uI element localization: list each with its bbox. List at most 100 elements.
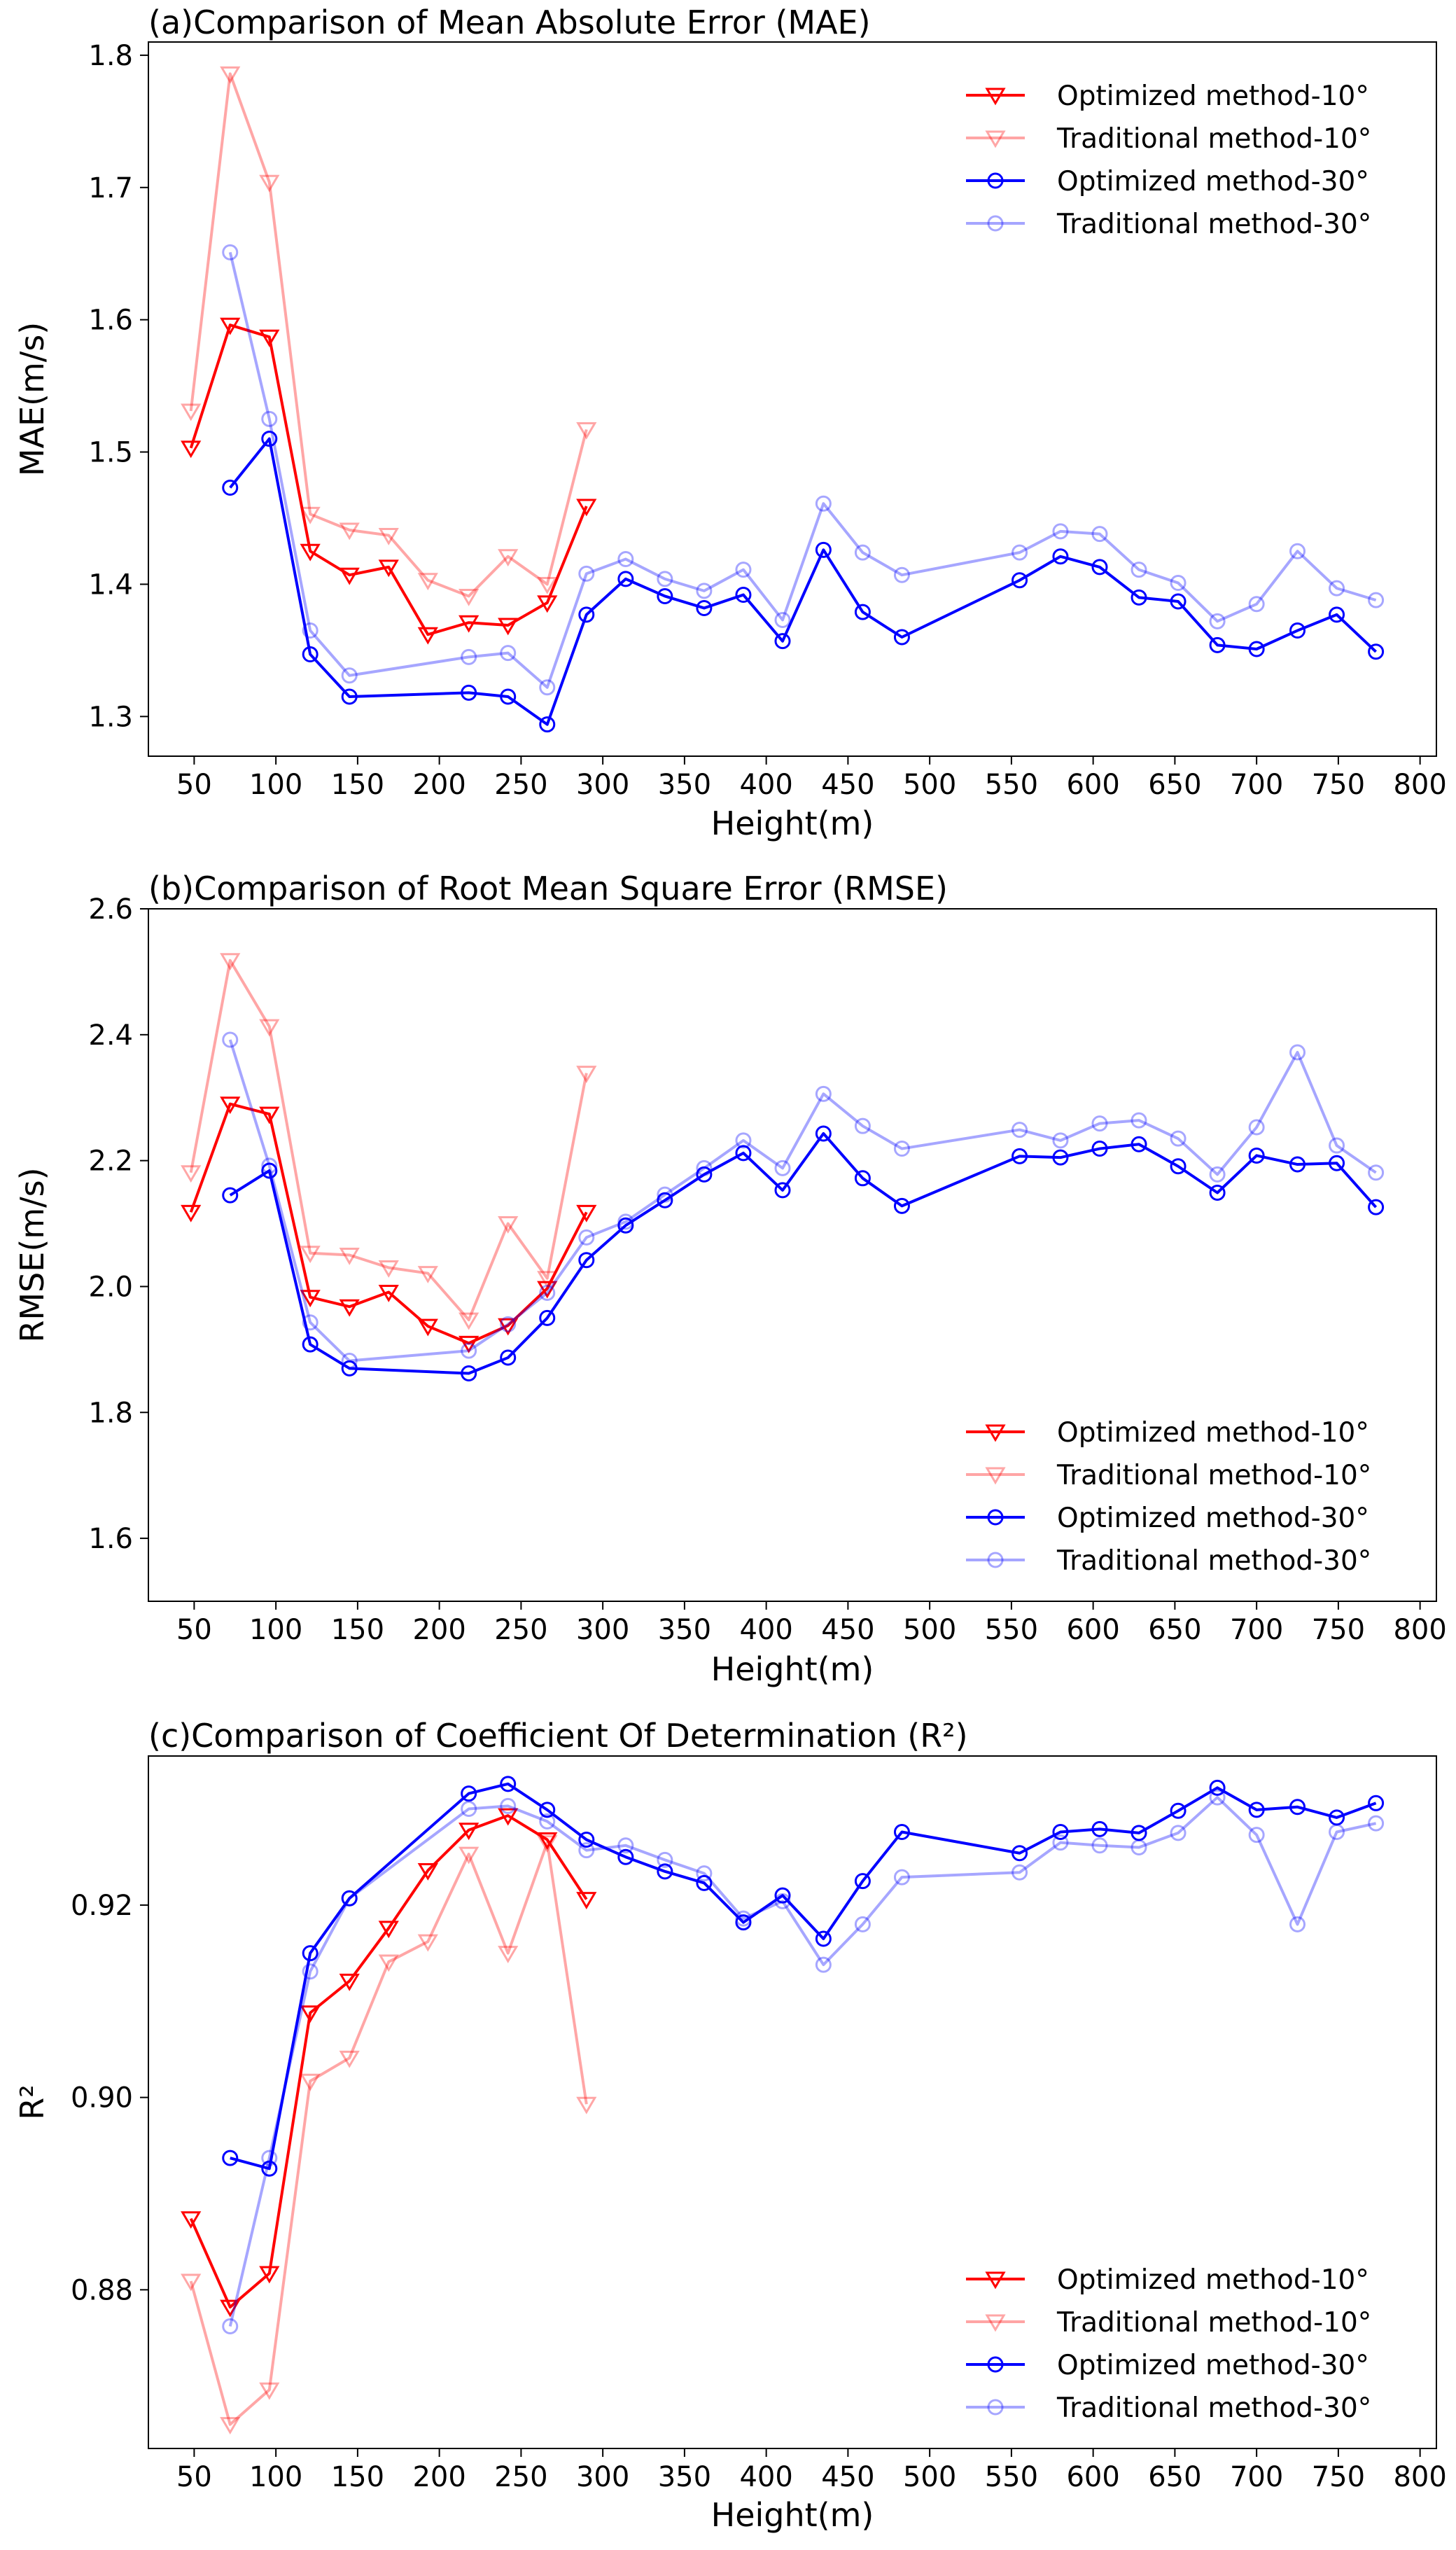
- x-tick-label: 100: [249, 2461, 302, 2493]
- x-tick-label: 200: [412, 1614, 465, 1646]
- data-point: [1130, 1112, 1147, 1129]
- data-point: [1248, 1827, 1265, 1844]
- legend: Optimized method-10° Traditional method-1…: [966, 1417, 1371, 1577]
- legend-label: Traditional method-10°: [1056, 123, 1371, 155]
- x-tick-label: 800: [1393, 2461, 1446, 2493]
- data-point: [854, 604, 871, 620]
- data-point: [458, 615, 479, 633]
- data-point: [220, 2299, 241, 2318]
- data-point: [1011, 572, 1028, 589]
- chart-1: (b)Comparison of Root Mean Square Error …: [13, 870, 1447, 1688]
- data-point: [815, 1930, 832, 1947]
- data-point: [774, 633, 791, 650]
- data-point: [539, 716, 556, 733]
- x-tick-label: 600: [1066, 2461, 1119, 2493]
- data-point: [617, 1217, 634, 1234]
- data-point: [498, 1318, 519, 1336]
- data-point: [1289, 622, 1306, 639]
- data-point: [696, 1159, 713, 1176]
- x-tick-label: 100: [249, 1614, 302, 1646]
- x-tick-label: 500: [903, 769, 956, 801]
- data-point: [261, 2150, 278, 2166]
- data-point: [261, 1157, 278, 1174]
- data-point: [1248, 641, 1265, 657]
- data-point: [774, 1182, 791, 1199]
- data-point: [339, 522, 360, 541]
- data-point: [417, 1862, 438, 1881]
- legend-label: Optimized method-10°: [1057, 1417, 1369, 1449]
- data-point: [1130, 1839, 1147, 1855]
- x-tick-label: 650: [1148, 1614, 1201, 1646]
- series-1: [181, 1835, 597, 2435]
- data-point: [1130, 562, 1147, 578]
- x-tick-label: 600: [1066, 769, 1119, 801]
- data-point: [500, 688, 517, 705]
- data-point: [339, 2050, 360, 2068]
- x-tick-label: 150: [331, 769, 384, 801]
- chart-title: (a)Comparison of Mean Absolute Error (MA…: [148, 4, 871, 41]
- data-point: [1248, 1119, 1265, 1136]
- data-point: [539, 679, 556, 696]
- plot-frame: [148, 41, 1437, 757]
- series-2: [222, 1776, 1385, 2177]
- data-point: [657, 1186, 673, 1203]
- data-point: [1170, 1158, 1186, 1175]
- data-point: [1130, 589, 1147, 606]
- data-point: [1329, 606, 1345, 623]
- data-point: [1170, 1802, 1186, 1819]
- data-point: [1170, 1825, 1186, 1841]
- series-0: [181, 1096, 597, 1353]
- data-point: [341, 1890, 358, 1907]
- data-point: [259, 174, 280, 193]
- data-point: [300, 1290, 321, 1308]
- data-point: [815, 1956, 832, 1973]
- data-point: [578, 1832, 595, 1848]
- data-point: [617, 551, 634, 568]
- data-point: [893, 1824, 910, 1841]
- data-point: [537, 595, 558, 613]
- data-point: [500, 1316, 517, 1332]
- data-point: [500, 645, 517, 662]
- x-tick-label: 550: [985, 2461, 1038, 2493]
- x-tick-label: 350: [658, 2461, 711, 2493]
- data-point: [458, 1312, 479, 1330]
- data-point: [498, 549, 519, 567]
- data-point: [537, 1281, 558, 1299]
- data-point: [657, 1863, 673, 1880]
- data-point: [220, 317, 241, 335]
- y-tick-label: 0.90: [71, 2082, 133, 2114]
- legend: Optimized method-10° Traditional method-1…: [966, 81, 1371, 240]
- data-point: [378, 559, 399, 578]
- data-point: [300, 1246, 321, 1264]
- legend-label: Optimized method-30°: [1057, 166, 1369, 197]
- chart-title: (c)Comparison of Coefficient Of Determin…: [148, 1717, 968, 1755]
- data-point: [735, 1910, 752, 1927]
- legend-marker: [987, 2399, 1004, 2416]
- legend-label: Traditional method-30°: [1056, 209, 1371, 240]
- data-point: [1011, 1122, 1028, 1138]
- data-point: [1130, 1825, 1147, 1841]
- data-point: [1289, 1916, 1306, 1932]
- data-point: [1289, 543, 1306, 559]
- data-point: [1209, 1166, 1226, 1183]
- data-point: [220, 1096, 241, 1115]
- series-3: [222, 244, 1385, 696]
- x-tick-label: 150: [331, 1614, 384, 1646]
- x-tick-label: 700: [1230, 769, 1283, 801]
- data-point: [458, 1335, 479, 1353]
- data-point: [1329, 580, 1345, 597]
- legend-marker: [985, 1424, 1006, 1442]
- data-point: [1130, 1136, 1147, 1152]
- data-point: [893, 566, 910, 583]
- data-point: [259, 329, 280, 347]
- x-tick-label: 600: [1066, 1614, 1119, 1646]
- data-point: [302, 1336, 318, 1353]
- y-tick-label: 2.4: [88, 1019, 133, 1052]
- data-point: [339, 1299, 360, 1317]
- x-tick-label: 300: [576, 769, 629, 801]
- data-point: [339, 1248, 360, 1265]
- data-point: [417, 1266, 438, 1283]
- data-point: [1368, 1164, 1385, 1181]
- x-tick-label: 300: [576, 1614, 629, 1646]
- y-tick-label: 1.6: [88, 305, 133, 337]
